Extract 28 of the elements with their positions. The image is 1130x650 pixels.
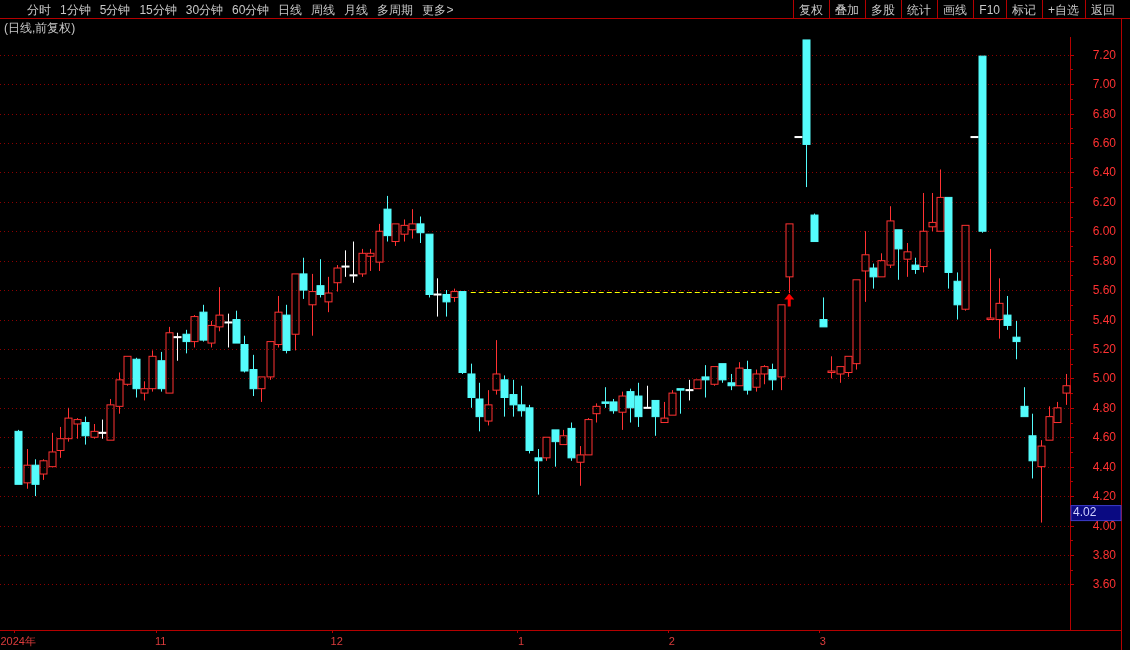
x-tick-label: 12: [330, 635, 343, 647]
toolbar-left: 分时 1分钟 5分钟 15分钟 30分钟 60分钟 日线 周线 月线 多周期 更多>: [27, 3, 454, 17]
y-tick-label: 3.60: [1092, 576, 1117, 591]
y-tick-label: 7.00: [1092, 76, 1117, 91]
y-tick-label: 5.80: [1092, 253, 1117, 268]
y-tick-label: 5.40: [1092, 312, 1117, 327]
y-tick-label: 4.60: [1092, 429, 1117, 444]
y-tick-label: 5.00: [1092, 370, 1117, 385]
x-tick-label: 3: [819, 635, 826, 647]
y-tick-label: 6.20: [1092, 194, 1117, 209]
toolbar-right: 复权 叠加 多股 统计 画线 F10 标记 +自选 返回: [793, 0, 1115, 19]
price-label: 4.02: [1070, 505, 1122, 522]
title: (日线,前复权): [4, 21, 76, 35]
x-tick-label: 1: [517, 635, 525, 647]
y-tick-label: 5.20: [1092, 341, 1117, 356]
x-tick-label: 2: [668, 635, 675, 647]
y-tick-label: 5.60: [1092, 282, 1117, 297]
x-tick-label: 2024年: [0, 635, 36, 647]
y-tick-label: 4.40: [1092, 459, 1117, 474]
y-tick-label: 6.60: [1092, 135, 1117, 150]
y-tick-label: 3.80: [1092, 547, 1117, 562]
y-tick-label: 7.20: [1092, 47, 1117, 62]
y-tick-label: 4.80: [1092, 400, 1117, 415]
y-tick-label: 4.20: [1092, 488, 1117, 503]
y-tick-label: 6.40: [1092, 164, 1117, 179]
y-tick-label: 6.80: [1092, 106, 1117, 121]
x-tick-label: 11: [154, 635, 167, 647]
y-tick-label: 6.00: [1092, 223, 1117, 238]
